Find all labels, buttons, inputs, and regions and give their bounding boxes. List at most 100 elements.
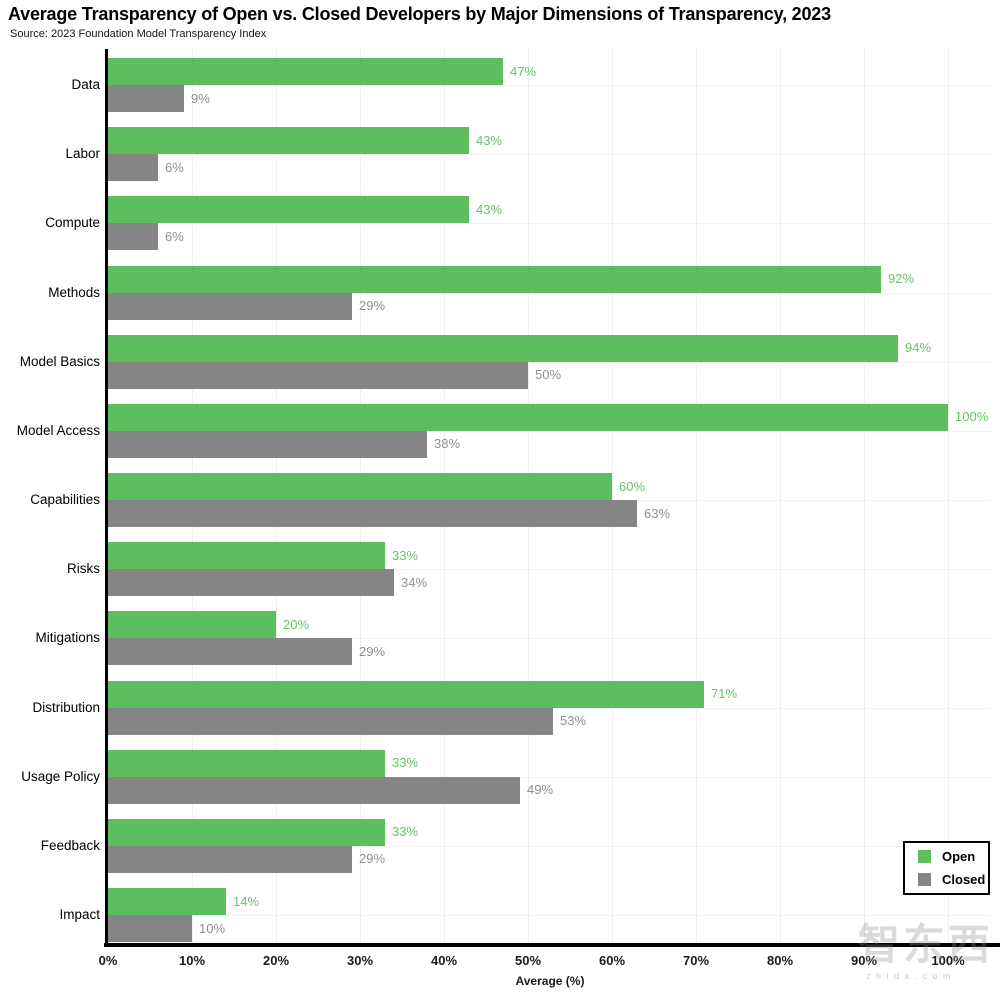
x-tick-label: 60%: [598, 953, 626, 968]
bar-open: [108, 749, 385, 777]
bar-value-closed: 6%: [165, 159, 184, 175]
bar-value-open: 47%: [510, 63, 537, 79]
bar-value-closed: 29%: [359, 298, 386, 313]
bar-open: [108, 611, 276, 639]
bar-value-closed: 50%: [535, 367, 562, 383]
gridline-vertical: [948, 49, 949, 944]
category-label: Compute: [45, 215, 100, 231]
bar-closed: [108, 915, 192, 942]
category-label: Data: [71, 77, 100, 92]
bar-value-open: 100%: [955, 409, 989, 425]
bar-value-closed: 29%: [359, 643, 386, 659]
bar-value-open: 71%: [711, 686, 738, 701]
gridline-horizontal: [108, 430, 991, 432]
watermark-subtext: zhidx.com: [866, 971, 957, 981]
x-tick-label: 50%: [514, 953, 542, 968]
legend-swatch: [918, 850, 931, 863]
bar-value-open: 33%: [392, 824, 419, 840]
bar-value-open: 94%: [905, 340, 932, 356]
bar-value-closed: 6%: [165, 228, 184, 244]
bar-open: [108, 196, 469, 224]
bar-value-open: 43%: [476, 132, 503, 148]
x-tick-label: 80%: [766, 953, 794, 968]
gridline-horizontal: [108, 223, 991, 225]
bar-closed: [108, 292, 352, 320]
bar-open: [108, 680, 704, 708]
category-label: Capabilities: [30, 492, 100, 507]
bar-closed: [108, 638, 352, 666]
gridline-horizontal: [108, 638, 991, 640]
category-label: Mitigations: [35, 630, 100, 646]
bar-closed: [108, 154, 158, 182]
category-label: Impact: [59, 907, 100, 922]
bar-closed: [108, 500, 637, 527]
category-label: Distribution: [32, 699, 100, 715]
bar-value-closed: 34%: [401, 574, 428, 590]
gridline-horizontal: [108, 85, 991, 86]
bar-open: [108, 888, 226, 915]
bar-open: [108, 127, 469, 155]
bar-value-closed: 10%: [199, 920, 226, 936]
bar-value-closed: 63%: [644, 505, 671, 521]
chart-source: Source: 2023 Foundation Model Transparen…: [10, 28, 267, 40]
bar-value-open: 14%: [233, 893, 260, 909]
category-label: Model Basics: [19, 353, 100, 369]
category-label: Risks: [67, 561, 100, 577]
legend-item: Closed: [918, 872, 988, 887]
bar-open: [108, 818, 385, 846]
bar-value-open: 33%: [392, 755, 419, 771]
x-tick-label: 70%: [682, 953, 710, 968]
bar-value-open: 43%: [476, 201, 503, 217]
gridline-vertical: [696, 49, 697, 944]
bar-value-open: 92%: [888, 271, 915, 286]
legend-label: Closed: [942, 872, 986, 887]
bar-value-closed: 9%: [191, 90, 210, 106]
bar-value-closed: 38%: [434, 436, 461, 452]
chart-title: Average Transparency of Open vs. Closed …: [8, 4, 831, 24]
x-axis-label: Average (%): [515, 974, 585, 988]
bar-closed: [108, 430, 427, 458]
category-label: Usage Policy: [21, 768, 100, 784]
legend-swatch: [918, 873, 931, 886]
gridline-horizontal: [108, 776, 991, 778]
bar-closed: [108, 361, 528, 389]
bar-open: [108, 58, 503, 85]
gridline-horizontal: [108, 845, 991, 847]
gridline-vertical: [864, 49, 865, 944]
x-tick-label: 30%: [346, 953, 374, 968]
y-axis-line: [105, 49, 108, 944]
bar-closed: [108, 569, 394, 597]
legend: Open Closed: [903, 841, 990, 895]
gridline-vertical: [612, 49, 613, 944]
gridline-vertical: [780, 49, 781, 944]
bar-value-open: 60%: [619, 478, 646, 494]
x-tick-label: 20%: [262, 953, 290, 968]
bar-open: [108, 403, 948, 431]
bar-open: [108, 473, 612, 500]
legend-item: Open: [918, 849, 988, 864]
bar-open: [108, 542, 385, 570]
bar-closed: [108, 707, 553, 735]
legend-label: Open: [942, 849, 976, 864]
gridline-horizontal: [108, 292, 991, 294]
bar-closed: [108, 845, 352, 873]
bar-open: [108, 334, 898, 362]
x-tick-label: 90%: [850, 953, 878, 968]
x-tick-label: 10%: [178, 953, 206, 968]
bar-open: [108, 265, 881, 293]
category-label: Feedback: [40, 837, 100, 853]
bar-value-open: 33%: [392, 547, 419, 563]
bar-value-open: 20%: [283, 616, 310, 632]
gridline-horizontal: [108, 569, 991, 571]
gridline-horizontal: [108, 915, 991, 916]
bar-value-closed: 49%: [527, 782, 554, 798]
gridline-horizontal: [108, 154, 991, 156]
x-tick-label: 0%: [98, 953, 118, 968]
bar-closed: [108, 85, 184, 112]
gridline-horizontal: [108, 361, 991, 363]
x-tick-label: 40%: [430, 953, 458, 968]
x-tick-label: 100%: [931, 953, 965, 968]
bar-closed: [108, 776, 520, 804]
bar-value-closed: 53%: [560, 713, 587, 728]
category-label: Model Access: [16, 422, 100, 438]
